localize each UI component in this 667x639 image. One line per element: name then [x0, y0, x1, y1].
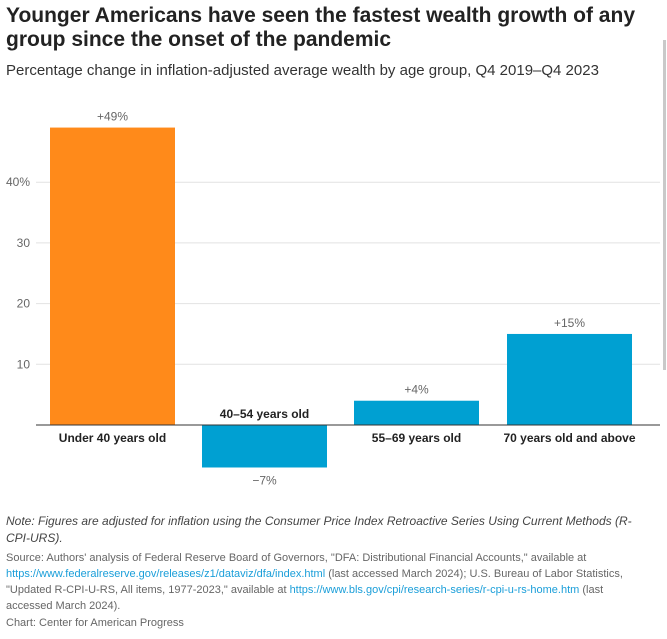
category-label: 40–54 years old [220, 407, 309, 421]
bar [202, 425, 327, 468]
source-text: (last accessed March 2024); U.S. Bureau … [6, 568, 623, 596]
y-tick-label: 30 [17, 236, 31, 250]
data-label: +4% [404, 383, 429, 397]
source-link-federal-reserve[interactable]: https://www.federalreserve.gov/releases/… [6, 568, 326, 580]
y-tick-label: 10 [17, 357, 31, 371]
category-label: Under 40 years old [59, 431, 166, 445]
data-label: +15% [554, 316, 585, 330]
chart-source: Source: Authors' analysis of Federal Res… [6, 550, 651, 614]
chart-title: Younger Americans have seen the fastest … [6, 4, 635, 51]
bar [507, 333, 632, 425]
data-label: +49% [97, 110, 128, 124]
category-label: 70 years old and above [503, 431, 635, 445]
scrollbar[interactable] [663, 40, 666, 370]
chart-credit: Chart: Center for American Progress [6, 617, 184, 629]
bar-chart: 10 20 30 40% +49% Under 40 years old −7% 40–54 … [6, 110, 660, 487]
y-tick-label: 40% [6, 175, 30, 189]
bar [354, 400, 479, 425]
bar [50, 127, 175, 425]
category-label: 55–69 years old [372, 431, 461, 445]
chart-note: Note: Figures are adjusted for inflation… [6, 514, 632, 545]
source-text: Source: Authors' analysis of Federal Res… [6, 552, 587, 564]
source-link-bls[interactable]: https://www.bls.gov/cpi/research-series/… [289, 584, 580, 596]
source-text: (last accessed March 2024). [6, 584, 604, 612]
y-tick-label: 20 [17, 297, 31, 311]
data-label: −7% [252, 473, 277, 487]
chart-subtitle: Percentage change in inflation-adjusted … [6, 62, 599, 79]
